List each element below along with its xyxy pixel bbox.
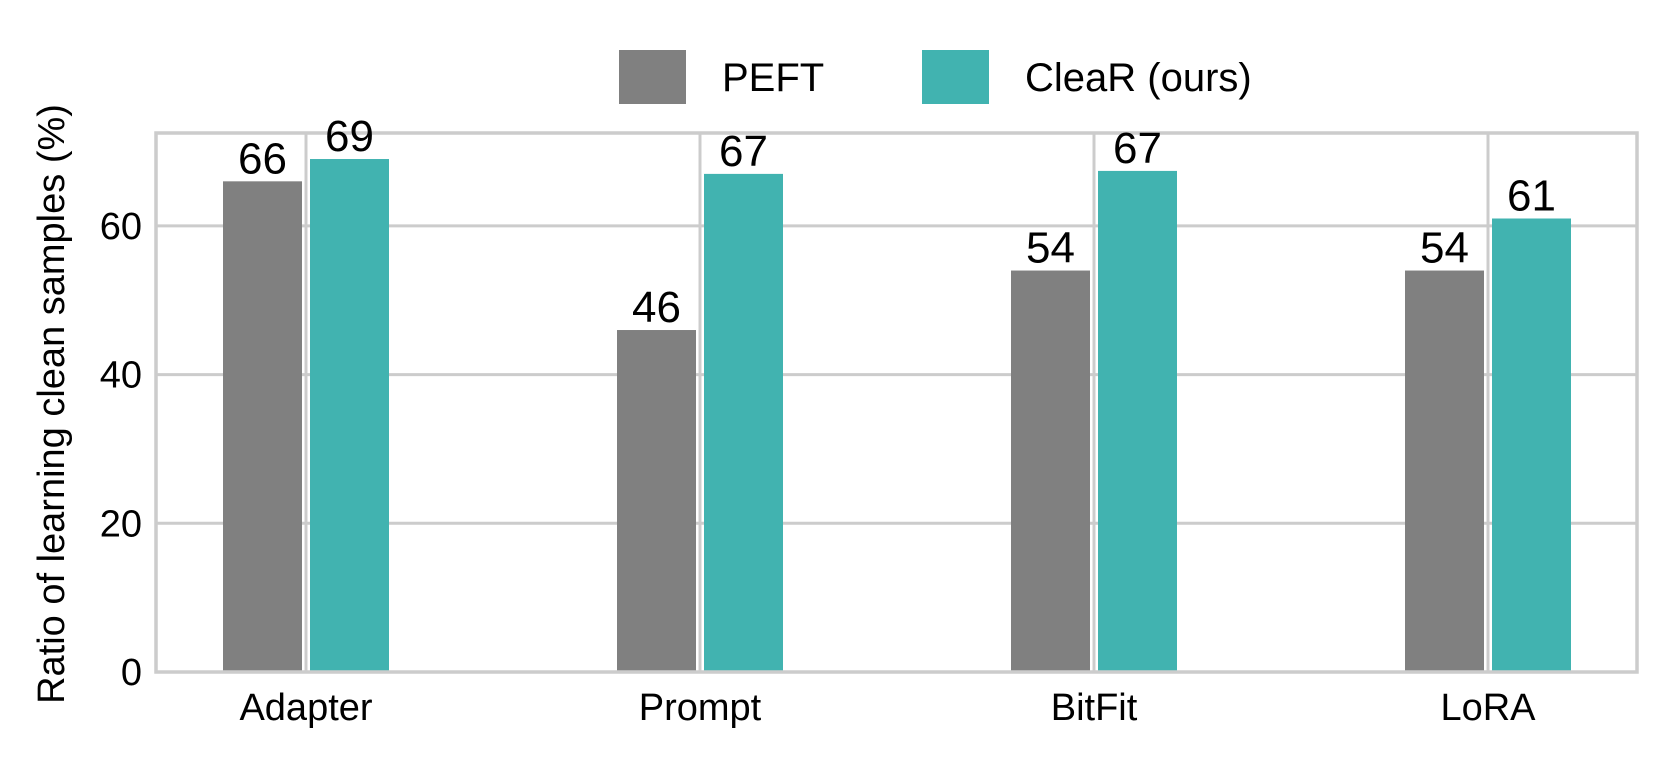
bar-peft-lora	[1405, 270, 1484, 672]
bar-peft-adapter	[223, 181, 302, 672]
bar-clear-bitfit	[1098, 170, 1177, 672]
bar-clear-adapter	[310, 159, 389, 672]
legend-label: PEFT	[722, 56, 824, 100]
x-category-label: Prompt	[639, 687, 762, 729]
legend: PEFT CleaR (ours)	[619, 50, 1252, 104]
y-tick-label: 20	[100, 503, 142, 545]
bar-peft-prompt	[617, 330, 696, 672]
data-label: 54	[1026, 224, 1075, 273]
data-label: 67	[719, 127, 768, 176]
y-tick-label: 60	[100, 206, 142, 248]
legend-swatch	[619, 50, 686, 104]
x-category-labels: Adapter Prompt BitFit LoRA	[239, 687, 1536, 729]
x-category-label: LoRA	[1440, 687, 1536, 729]
data-label: 61	[1507, 171, 1556, 220]
plot-frame	[154, 131, 1639, 674]
x-category-label: BitFit	[1051, 687, 1138, 729]
bar-clear-prompt	[704, 173, 783, 672]
data-label: 54	[1420, 224, 1469, 273]
legend-swatch	[922, 50, 989, 104]
y-axis-label: Ratio of learning clean samples (%)	[31, 104, 73, 704]
bar-peft-bitfit	[1011, 270, 1090, 672]
y-tick-labels: 0 20 40 60	[100, 206, 142, 694]
data-labels: 66 46 54 54 69 67 67 61	[238, 112, 1556, 332]
legend-label: CleaR (ours)	[1025, 56, 1252, 100]
gridlines	[156, 133, 1637, 672]
x-category-label: Adapter	[239, 687, 372, 729]
data-label: 66	[238, 134, 287, 183]
y-tick-label: 0	[121, 652, 142, 694]
y-tick-label: 40	[100, 355, 142, 397]
bars	[223, 159, 1571, 672]
data-label: 46	[632, 283, 681, 332]
data-label: 69	[325, 112, 374, 161]
bar-clear-lora	[1492, 218, 1571, 672]
data-label: 67	[1113, 124, 1162, 173]
